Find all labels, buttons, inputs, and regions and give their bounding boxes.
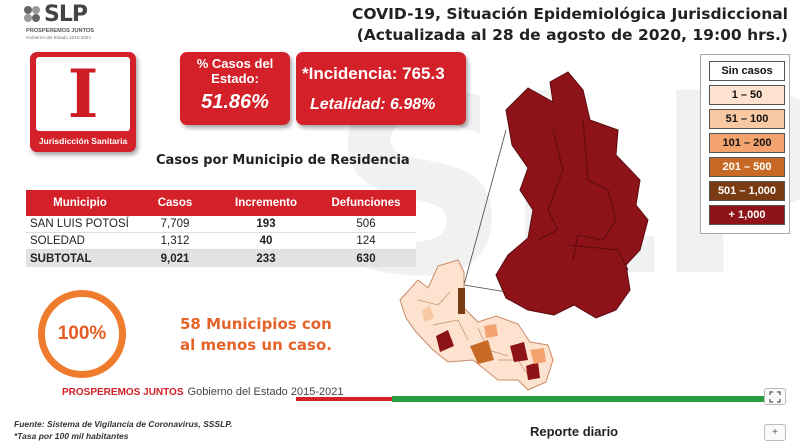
cell-subtotal-defunciones: 630 (356, 252, 376, 265)
lethality-value: Letalidad: 6.98% (310, 96, 436, 113)
table-subtotal-row: SUBTOTAL 9,021 233 630 (26, 250, 416, 267)
legend-item-101-200: 101 – 200 (709, 133, 785, 153)
state-share-title: % Casos del Estado: (196, 56, 274, 86)
cell-defunciones: 506 (356, 218, 376, 230)
jurisdiction-caption: Jurisdicción Sanitaria (38, 136, 128, 146)
footer-brand-tagline: PROSPEREMOS JUNTOS (62, 387, 184, 398)
enlarged-jurisdiction-shape (495, 71, 649, 319)
slp-logo: SLP PROSPEREMOS JUNTOS Gobierno del Esta… (20, 2, 100, 46)
page-title: COVID-19, Situación Epidemiológica Juris… (352, 5, 788, 23)
incidence-value: *Incidencia: 765.3 (302, 64, 445, 83)
legend-item-51-100: 51 – 100 (709, 109, 785, 129)
logo-subtitle: Gobierno del Estado 2015-2021 (26, 35, 92, 40)
jurisdiction-numeral: I (67, 55, 99, 133)
plus-icon: + (772, 427, 778, 438)
logo-emblem-icon (24, 6, 40, 22)
cell-municipio: SAN LUIS POTOSÍ (30, 218, 129, 230)
rate-note: *Tasa por 100 mil habitantes (14, 431, 129, 441)
column-header-defunciones: Defunciones (331, 197, 401, 209)
state-share-value: 51.86% (201, 91, 269, 113)
cell-subtotal-incremento: 233 (256, 252, 276, 265)
coverage-percent: 100% (57, 323, 107, 344)
jurisdiction-card: I Jurisdicción Sanitaria (30, 52, 136, 152)
legend-item-sin-casos: Sin casos (709, 61, 785, 81)
coverage-count: 58 (180, 315, 201, 333)
column-header-incremento: Incremento (235, 197, 297, 209)
cell-casos: 1,312 (160, 235, 190, 247)
source-note: Fuente: Sistema de Vigilancia de Coronav… (14, 419, 233, 429)
cases-table: Municipio Casos Incremento Defunciones S… (26, 190, 416, 267)
legend-item-501-1000: 501 – 1,000 (709, 181, 785, 201)
coverage-line1: Municipios con (206, 315, 332, 333)
table-row: SAN LUIS POTOSÍ 7,709 193 506 (26, 216, 416, 233)
report-label: Reporte diario (530, 424, 619, 439)
logo-text: SLP (44, 2, 88, 27)
cell-incremento: 40 (259, 235, 273, 247)
fit-screen-button[interactable] (764, 388, 786, 405)
footer-gov: Gobierno del Estado 2015-2021 (187, 386, 344, 398)
footer-green-line (392, 396, 770, 402)
page-header: COVID-19, Situación Epidemiológica Juris… (352, 4, 788, 46)
jurisdiction-numeral-panel: I (36, 57, 130, 131)
coverage-line2: al menos un caso. (180, 336, 332, 354)
jurisdiction-map (399, 71, 649, 391)
cell-subtotal-casos: 9,021 (160, 252, 190, 265)
state-share-card: % Casos del Estado: 51.86% (180, 52, 290, 125)
zoom-in-button[interactable]: + (764, 424, 786, 441)
legend-item-201-500: 201 – 500 (709, 157, 785, 177)
cell-casos: 7,709 (160, 218, 190, 230)
coverage-ring: 100% (38, 290, 126, 378)
legend-item-over-1000: + 1,000 (709, 205, 785, 225)
rates-card: *Incidencia: 765.3 Letalidad: 6.98% (296, 52, 466, 125)
fit-screen-icon (769, 391, 781, 403)
page-subtitle: (Actualizada al 28 de agosto de 2020, 19… (356, 26, 788, 44)
table-title: Casos por Municipio de Residencia (156, 153, 410, 168)
cell-subtotal-label: SUBTOTAL (30, 252, 92, 265)
column-header-casos: Casos (157, 197, 193, 209)
footer-red-line (296, 397, 392, 401)
map-legend: Sin casos 1 – 50 51 – 100 101 – 200 201 … (700, 54, 790, 234)
legend-item-1-50: 1 – 50 (709, 85, 785, 105)
table-row: SOLEDAD 1,312 40 124 (26, 233, 416, 250)
coverage-text: 58 Municipios con al menos un caso. (180, 314, 332, 356)
cell-municipio: SOLEDAD (30, 235, 85, 247)
logo-tagline: PROSPEREMOS JUNTOS (26, 28, 94, 34)
cell-incremento: 193 (256, 218, 276, 230)
table-header: Municipio Casos Incremento Defunciones (26, 190, 416, 216)
cell-defunciones: 124 (356, 235, 376, 247)
column-header-municipio: Municipio (53, 197, 107, 209)
footer-brand: PROSPEREMOS JUNTOS Gobierno del Estado 20… (62, 386, 343, 398)
